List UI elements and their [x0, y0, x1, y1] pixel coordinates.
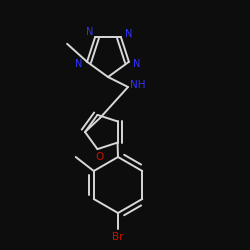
Text: N: N — [76, 59, 83, 69]
Text: N: N — [125, 29, 132, 39]
Text: N: N — [133, 59, 140, 69]
Text: Br: Br — [112, 232, 124, 242]
Text: NH: NH — [130, 80, 146, 90]
Text: N: N — [86, 27, 94, 37]
Text: O: O — [95, 152, 104, 162]
